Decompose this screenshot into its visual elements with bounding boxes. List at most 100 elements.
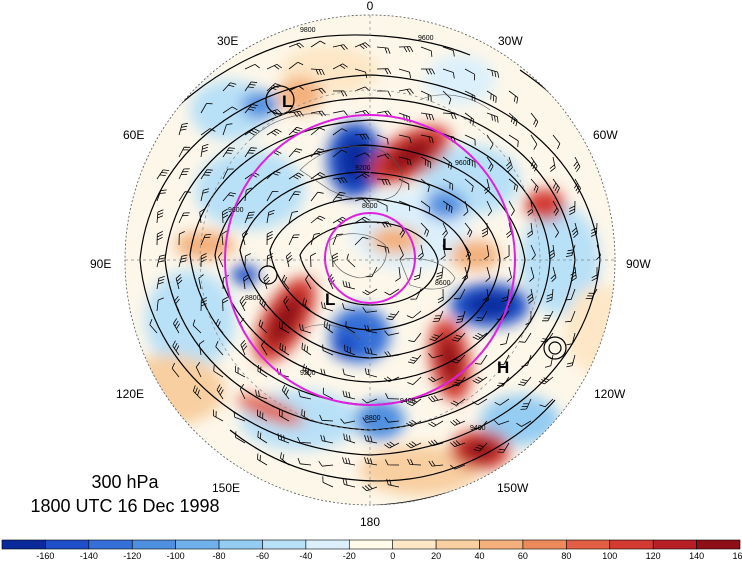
wind-barb: [222, 296, 229, 312]
colorbar-tick-label: 140: [689, 551, 704, 561]
wind-barb: [508, 200, 515, 216]
wind-barb: [173, 318, 181, 334]
wind-barb: [218, 252, 224, 268]
wind-barb: [486, 90, 497, 103]
wind-barb: [376, 46, 391, 54]
wind-barb: [417, 244, 424, 260]
wind-barb: [497, 354, 510, 366]
wind-barb: [342, 457, 356, 466]
wind-barb: [354, 133, 370, 140]
colorbar-box: [435, 539, 480, 550]
wind-barb: [450, 440, 466, 447]
wind-barb: [530, 178, 539, 193]
contour-label: 9200: [300, 370, 316, 377]
wind-barb: [257, 430, 268, 444]
wind-barb: [406, 398, 422, 407]
wind-barb: [281, 384, 290, 400]
wind-barb: [266, 170, 281, 180]
colorbar-box: [609, 539, 654, 550]
wind-barb: [549, 156, 556, 172]
wind-barb: [156, 231, 163, 246]
wind-barb: [462, 266, 469, 282]
wind-barb: [320, 434, 334, 444]
coastlines: [249, 94, 491, 341]
wind-barb: [301, 342, 312, 356]
lon-label-150e: 150E: [212, 481, 240, 495]
wind-barb: [453, 288, 466, 300]
wind-barb: [525, 310, 532, 325]
lon-label-0: 0: [367, 0, 374, 13]
colorbar-tick-label: 40: [475, 551, 485, 561]
wind-barb: [451, 332, 466, 342]
wind-barb: [255, 389, 268, 400]
wind-barb: [413, 266, 422, 281]
wind-barb: [222, 208, 229, 224]
wind-barb: [244, 187, 252, 202]
wind-barb: [540, 332, 554, 343]
colorbar: -160 -140 -120 -100 -80 -60 -40 -20 0 20 40 60 80 100…: [1, 539, 742, 561]
wind-barb: [215, 318, 224, 334]
wind-barb: [244, 81, 258, 92]
wind-barb: [279, 321, 290, 334]
wind-barb: [590, 222, 598, 237]
wind-barb: [288, 172, 304, 180]
wind-barb: [156, 276, 165, 290]
wind-barb: [566, 332, 576, 346]
wind-barb: [323, 320, 334, 334]
colorbar-box: [392, 539, 437, 550]
wind-barb: [472, 398, 488, 406]
wind-barb: [279, 342, 290, 356]
wind-barb: [281, 274, 290, 290]
wind-barb: [258, 319, 268, 334]
colorbar-box: [175, 539, 220, 550]
wind-barb: [283, 296, 290, 312]
wind-barb: [288, 42, 304, 49]
wind-barb: [310, 191, 324, 202]
wind-barb: [327, 274, 335, 290]
wind-barb: [364, 434, 378, 444]
wind-barb: [174, 296, 180, 312]
wind-barb: [344, 344, 356, 356]
wind-barb: [342, 303, 356, 312]
caption: 300 hPa 1800 UTC 16 Dec 1998: [0, 470, 250, 518]
wind-barb: [342, 280, 356, 290]
map-boundary: [124, 14, 616, 506]
wind-barb: [565, 244, 576, 257]
wind-barb: [591, 267, 598, 282]
lon-label-120w: 120W: [594, 387, 626, 401]
colorbar-tick-label: 60: [518, 551, 528, 561]
wind-barb: [406, 441, 422, 449]
wind-barb: [364, 346, 378, 356]
wind-barb: [530, 244, 536, 260]
wind-barb: [244, 253, 251, 268]
wind-barb: [384, 330, 400, 336]
colorbar-tick-label: -40: [299, 551, 312, 561]
low-center-canada: L: [442, 235, 452, 254]
wind-barb: [346, 253, 356, 268]
magenta-reference-circles: [224, 114, 516, 406]
wind-barb: [548, 244, 555, 260]
wind-barb: [421, 68, 436, 75]
wind-barb: [342, 368, 356, 378]
wind-barb: [305, 274, 312, 290]
wind-barb: [277, 433, 290, 444]
wind-barb: [222, 106, 238, 114]
wind-barb: [332, 149, 348, 158]
wind-barb: [298, 390, 312, 400]
colorbar-boxes: [1, 539, 741, 550]
wind-barb: [200, 169, 213, 180]
wind-barb: [442, 222, 448, 238]
wind-barb: [222, 168, 234, 180]
wind-barb: [198, 340, 205, 356]
wind-barb: [464, 244, 472, 260]
colorbar-box: [218, 539, 263, 550]
wind-barb: [178, 231, 185, 246]
wind-barb: [463, 200, 469, 216]
colorbar-tick-label: 100: [602, 551, 617, 561]
wind-barb: [428, 439, 444, 447]
wind-barb: [464, 222, 473, 238]
wind-barb: [199, 208, 205, 224]
polar-map: 9600 9600 9600 9200 9200 8800 8800 8600 …: [90, 0, 651, 529]
wind-barb: [386, 478, 400, 488]
wind-barb: [332, 252, 339, 268]
